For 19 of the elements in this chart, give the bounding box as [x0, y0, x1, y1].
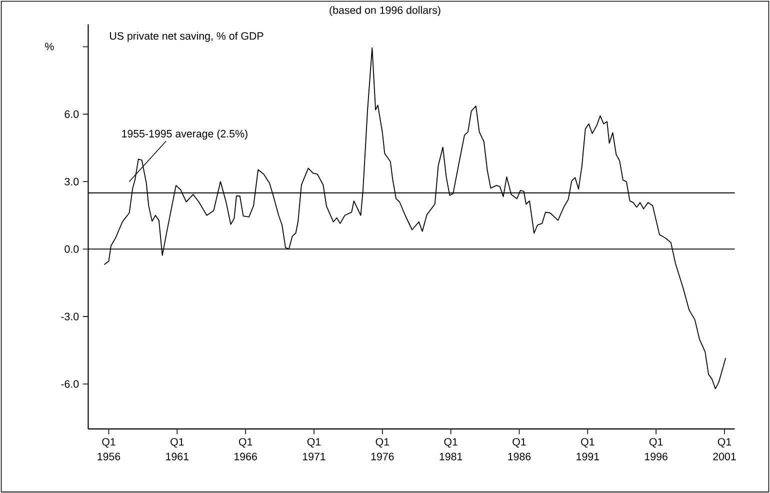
text: US private net saving, % of GDP	[110, 32, 264, 42]
x-tick-label: Q1 1981	[440, 438, 462, 460]
x-tick-label: Q1 1956	[98, 438, 120, 460]
y-tick-label: 3.0	[64, 178, 79, 186]
y-tick-label: 6.0	[64, 110, 79, 118]
x-tick-label: Q1 1976	[371, 438, 394, 460]
chart-subtitle: (based on 1996 dollars)	[330, 6, 440, 16]
x-tick-label: Q1 1996	[645, 438, 668, 460]
x-tick-label: Q1 1991	[576, 438, 599, 460]
y-tick-label: -3.0	[61, 312, 79, 320]
x-tick-label: Q1 1966	[234, 438, 257, 460]
y-tick-label: 0.0	[64, 245, 79, 253]
x-tick-label: Q1 1986	[508, 438, 531, 460]
x-tick-label: Q1 2001	[713, 438, 736, 460]
ref-line-label: 1955-1995 average (2.5%)	[122, 130, 248, 140]
x-tick-label: Q1 1971	[302, 438, 326, 460]
x-tick-label: Q1 1961	[166, 438, 188, 460]
y-tick-label: -6.0	[61, 380, 79, 388]
y-axis-title: %	[45, 42, 54, 50]
